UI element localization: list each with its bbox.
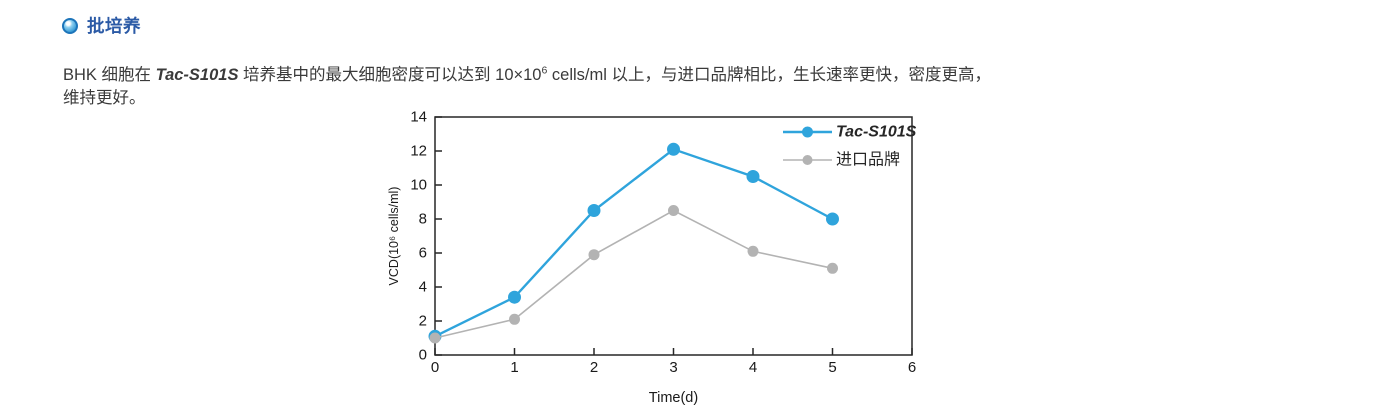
x-axis-tick-label: 3 [669, 359, 677, 376]
data-point-marker-tac-s101s [587, 204, 601, 217]
data-point-marker-imported-brand [827, 262, 838, 274]
body-text-segment: BHK 细胞在 [63, 65, 156, 84]
section-bullet-icon [62, 17, 78, 34]
x-axis-tick-label: 6 [908, 359, 916, 376]
data-point-marker-imported-brand [509, 313, 520, 325]
x-axis-tick-label: 2 [590, 359, 598, 376]
y-axis-tick-label: 2 [419, 313, 427, 330]
data-point-marker-imported-brand [588, 249, 600, 261]
body-text-segment: 培养基中的最大细胞密度可以达到 10×10 [238, 65, 542, 84]
x-axis-tick-label: 5 [828, 359, 836, 376]
y-axis-title: VCD(10⁶ cells/ml) [387, 187, 401, 286]
data-point-marker-imported-brand [747, 245, 759, 257]
y-axis-tick-label: 10 [410, 177, 427, 194]
x-axis-tick-label: 1 [510, 359, 518, 376]
series-line-tac-s101s [434, 147, 834, 338]
y-axis-tick-label: 0 [419, 347, 427, 364]
data-point-marker-imported-brand [668, 205, 679, 216]
brand-name: Tac-S101S [155, 65, 239, 84]
x-axis-tick-label: 4 [749, 359, 757, 376]
y-axis-tick-label: 4 [419, 279, 427, 296]
legend-label: Tac-S101S [836, 124, 917, 141]
x-axis-tick-label: 0 [431, 359, 439, 376]
y-axis-tick-label: 14 [410, 109, 427, 126]
series-line-imported-brand [434, 209, 833, 339]
body-text-segment: 6 [541, 64, 548, 76]
body-text-segment: 维持更好。 [63, 89, 146, 107]
data-point-marker-tac-s101s [667, 142, 680, 156]
section-heading: 批培养 [62, 13, 141, 38]
legend-marker [802, 126, 813, 138]
data-point-marker-imported-brand [429, 332, 441, 344]
data-point-marker-tac-s101s [508, 290, 521, 304]
data-point-marker-tac-s101s [746, 170, 760, 183]
y-axis-tick-label: 8 [419, 211, 427, 228]
growth-chart: 0 2 4 6 8 10 12 14 0 1 2 3 4 5 6 Tac-S101S 进口品牌 Time(d) VC… [383, 100, 963, 409]
x-axis-title: Time(d) [649, 390, 698, 406]
data-point-marker-tac-s101s [826, 212, 839, 226]
legend-marker [802, 155, 813, 165]
body-paragraph: BHK 细胞在 Tac-S101S 培养基中的最大细胞密度可以达到 10×106… [63, 64, 1371, 111]
y-axis-tick-label: 12 [410, 143, 427, 160]
body-text-segment: cells/ml 以上，与进口品牌相比，生长速率更快，密度更高， [547, 65, 991, 84]
legend-label: 进口品牌 [836, 151, 900, 169]
y-axis-tick-label: 6 [419, 245, 427, 262]
section-title: 批培养 [87, 16, 141, 36]
